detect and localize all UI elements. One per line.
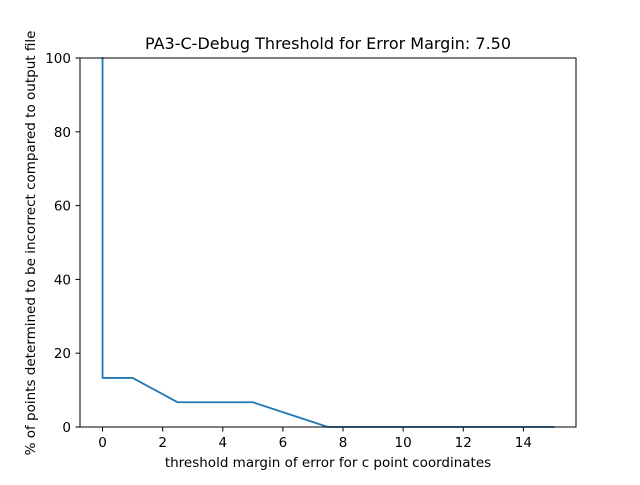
x-tick-label: 14 <box>515 435 532 451</box>
y-tick-label: 60 <box>54 199 71 215</box>
x-tick-label: 12 <box>455 435 472 451</box>
y-axis-label: % of points determined to be incorrect c… <box>23 31 39 456</box>
y-tick-label: 20 <box>54 346 71 362</box>
x-tick-label: 4 <box>218 435 227 451</box>
x-tick-label: 2 <box>158 435 167 451</box>
x-tick-label: 0 <box>98 435 107 451</box>
x-axis-ticks: 0 2 4 6 8 10 12 14 <box>98 427 532 451</box>
y-tick-label: 40 <box>54 272 71 288</box>
x-axis-label: threshold margin of error for c point co… <box>165 455 491 471</box>
y-tick-label: 100 <box>45 51 71 67</box>
y-axis-ticks: 0 20 40 60 80 100 <box>45 51 80 436</box>
y-tick-label: 80 <box>54 125 71 141</box>
x-tick-label: 6 <box>279 435 288 451</box>
plot-area-frame <box>79 57 577 428</box>
y-tick-label: 0 <box>62 420 71 436</box>
chart-title: PA3-C-Debug Threshold for Error Margin: … <box>145 34 511 53</box>
x-tick-label: 8 <box>339 435 348 451</box>
x-tick-label: 10 <box>395 435 412 451</box>
